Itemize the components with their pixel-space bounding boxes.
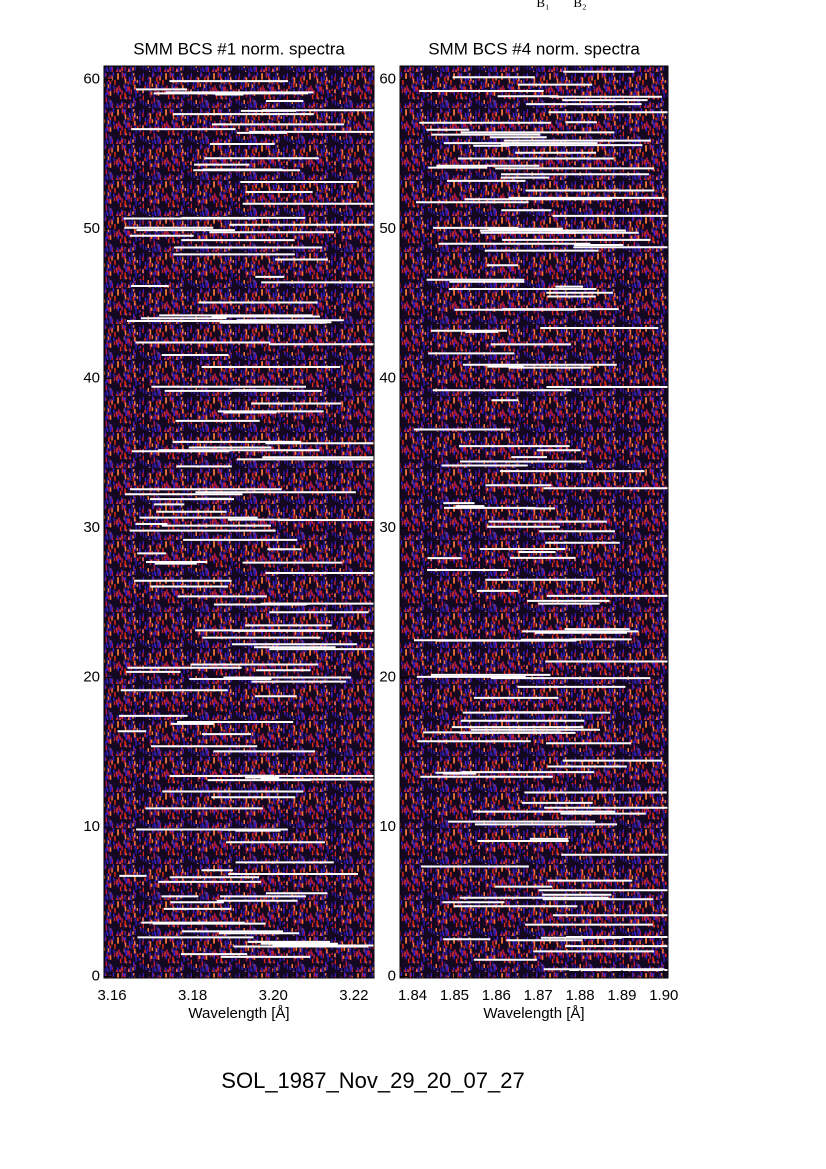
x-tick-label: 1.87: [524, 987, 553, 1004]
streak-clip: [668, 66, 692, 980]
plot-frame: [399, 65, 669, 979]
y-tick-label: 50: [379, 220, 396, 237]
x-tick-label: 1.90: [649, 987, 678, 1004]
y-tick-label: 20: [379, 668, 396, 685]
y-tick-label: 60: [379, 70, 396, 87]
x-axis-label: Wavelength [Å]: [188, 1005, 289, 1022]
x-tick-label: 1.85: [440, 987, 469, 1004]
x-tick-label: 3.18: [178, 987, 207, 1004]
footer: SOL_1987_Nov_29_20_07_27: [221, 1068, 524, 1093]
y-tick-label: 40: [379, 369, 396, 386]
x-tick-label: 1.86: [482, 987, 511, 1004]
y-tick-label: 0: [92, 967, 100, 984]
x-tick-label: 1.84: [398, 987, 427, 1004]
x-tick-label: 1.88: [565, 987, 594, 1004]
y-tick-label: 30: [83, 519, 100, 536]
panel-title: SMM BCS #1 norm. spectra: [133, 39, 345, 58]
y-tick-label: 30: [379, 519, 396, 536]
y-tick-label: 0: [388, 967, 396, 984]
y-tick-label: 60: [83, 70, 100, 87]
y-tick-label: 10: [83, 818, 100, 835]
x-tick-label: 3.16: [97, 987, 126, 1004]
top-label: B₁: [536, 0, 549, 10]
y-tick-label: 40: [83, 369, 100, 386]
panel-title: SMM BCS #4 norm. spectra: [428, 39, 640, 58]
x-tick-label: 3.20: [259, 987, 288, 1004]
y-tick-label: 50: [83, 220, 100, 237]
x-tick-label: 1.89: [607, 987, 636, 1004]
y-tick-label: 10: [379, 818, 396, 835]
plot-frame: [103, 65, 375, 979]
x-tick-label: 3.22: [339, 987, 368, 1004]
streak-clip: [374, 66, 398, 980]
y-tick-label: 20: [83, 668, 100, 685]
x-axis-label: Wavelength [Å]: [483, 1005, 584, 1022]
top-label: B₂: [573, 0, 586, 10]
